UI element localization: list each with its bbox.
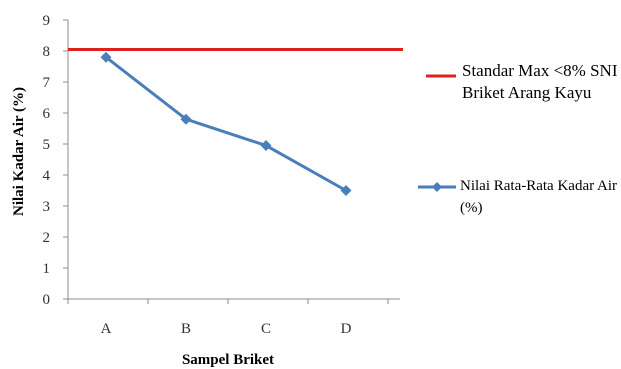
- data-point-marker: [100, 51, 112, 63]
- data-point-marker: [180, 113, 192, 125]
- legend-swatch-average: [418, 182, 456, 192]
- legend-swatch-marker: [432, 182, 442, 192]
- x-axis-title: Sampel Briket: [182, 352, 274, 368]
- x-tick-label: C: [261, 321, 271, 337]
- legend-swatch-standard: [426, 74, 456, 78]
- series-markers: [100, 51, 352, 196]
- y-tick-label: 2: [43, 230, 51, 246]
- y-tick-label: 5: [43, 137, 51, 153]
- y-tick-label: 0: [43, 292, 51, 308]
- y-tick-label: 3: [43, 199, 51, 215]
- y-tick-label: 4: [43, 168, 51, 184]
- y-axis-title: Nilai Kadar Air (%): [11, 87, 27, 216]
- x-tick-label: A: [101, 321, 112, 337]
- y-tick-labels: 0 1 2 3 4 5 6 7 8 9: [43, 13, 51, 308]
- x-tick-labels: A B C D: [101, 321, 352, 337]
- y-tick-label: 6: [43, 106, 51, 122]
- y-axis-tick-marks: [63, 19, 68, 300]
- x-axis-tick-marks: [67, 299, 389, 304]
- legend-label-average: Nilai Rata-Rata Kadar Air (%): [460, 178, 618, 216]
- legend-label-standard: Standar Max <8% SNI Briket Arang Kayu: [462, 61, 618, 102]
- data-point-marker: [340, 185, 352, 196]
- y-tick-label: 1: [43, 261, 51, 277]
- x-tick-label: B: [181, 321, 191, 337]
- y-tick-label: 7: [43, 75, 51, 91]
- series-line-average: [105, 56, 347, 192]
- y-tick-label: 9: [43, 13, 51, 29]
- y-tick-label: 8: [43, 44, 51, 60]
- data-point-marker: [260, 140, 272, 152]
- x-tick-label: D: [341, 321, 352, 337]
